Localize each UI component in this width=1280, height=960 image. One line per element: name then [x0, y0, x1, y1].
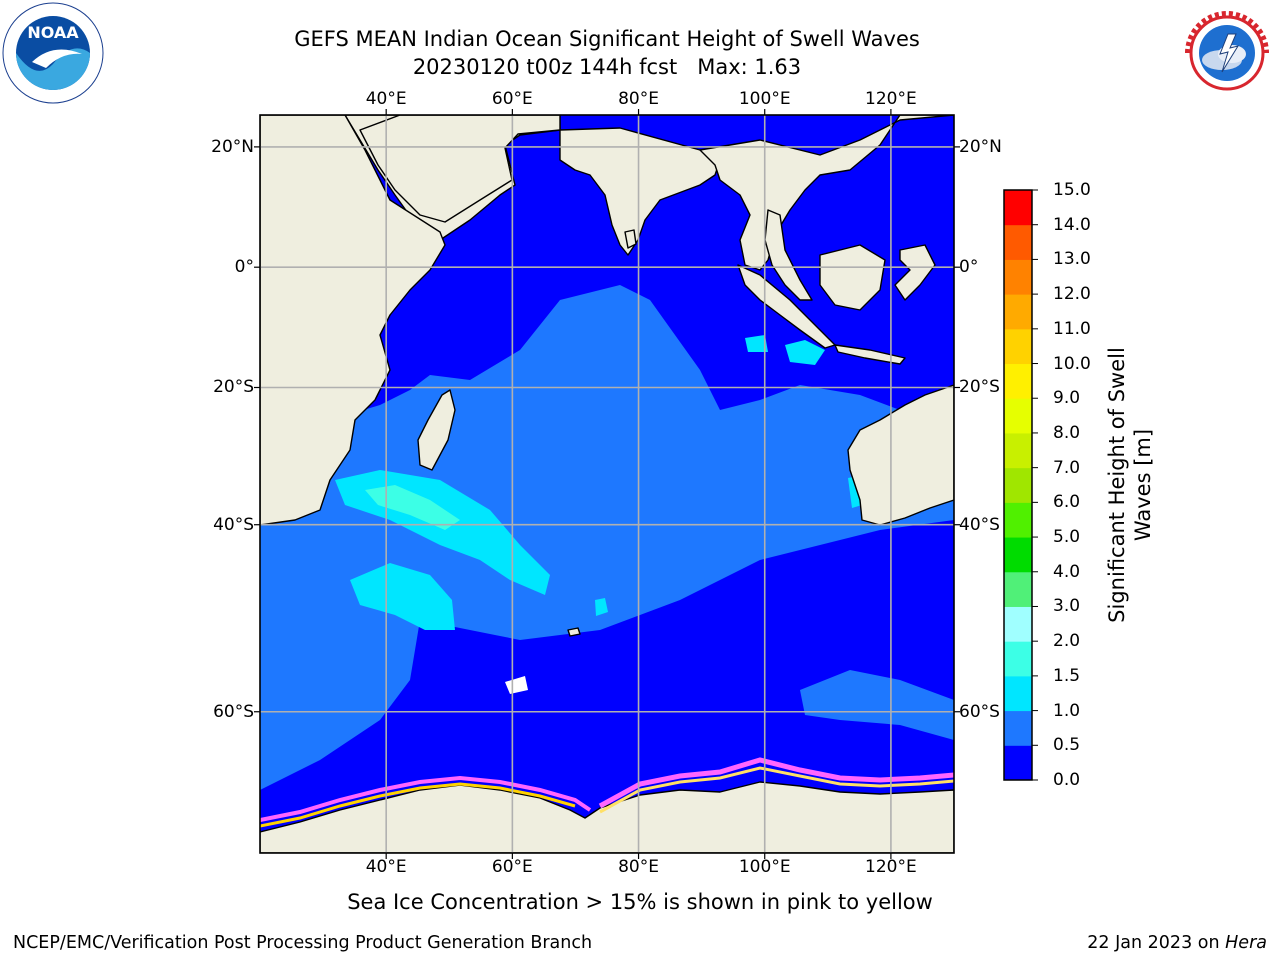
lat-label-left--40: 40°S — [213, 514, 254, 535]
colorbar-bin-13 — [1004, 294, 1032, 330]
colorbar-bin-12 — [1004, 328, 1032, 365]
land-southeast-asia — [699, 115, 954, 271]
map-frame — [259, 114, 955, 854]
lat-label-right-20: 20°N — [959, 136, 1002, 157]
lat-label-right--40: 40°S — [959, 514, 1000, 535]
colorbar-label-4: 2.0 — [1053, 631, 1081, 652]
high-swell-patch-2 — [350, 563, 455, 630]
lon-label-top-120: 120°E — [865, 89, 917, 109]
colorbar-bin-7 — [1004, 502, 1032, 538]
chart-title: GEFS MEAN Indian Ocean Significant Heigh… — [294, 27, 920, 51]
colorbar-label-1: 0.5 — [1053, 735, 1081, 756]
lat-label-left--60: 60°S — [213, 701, 254, 722]
lat-label-left-0: 0° — [234, 257, 254, 278]
colorbar — [1003, 189, 1038, 781]
colorbar-bin-3 — [1004, 641, 1032, 677]
map-gridlines — [260, 115, 954, 853]
sea-ice-note: Sea Ice Concentration > 15% is shown in … — [347, 890, 933, 914]
credit-date: 22 Jan 2023 on Hera — [1087, 933, 1267, 953]
colorbar-label-13: 11.0 — [1053, 318, 1091, 339]
low-swell-south — [260, 520, 954, 853]
land-sri-lanka — [624, 229, 637, 249]
colorbar-bin-11 — [1004, 363, 1032, 399]
colorbar-label-0: 0.0 — [1053, 770, 1081, 790]
colorbar-label-5: 3.0 — [1053, 596, 1081, 617]
colorbar-bin-16 — [1004, 190, 1032, 226]
credit-branch: NCEP/EMC/Verification Post Processing Pr… — [13, 933, 593, 953]
land-antarctica — [260, 781, 954, 853]
lat-label-right--20: 20°S — [959, 377, 1000, 398]
sea-ice-fringe — [260, 676, 954, 828]
chart-subtitle: 20230120 t00z 144h fcst Max: 1.63 — [412, 55, 802, 79]
colorbar-label-11: 9.0 — [1053, 388, 1081, 409]
lat-label-left--20: 20°S — [213, 377, 254, 398]
high-swell-patch-3 — [365, 485, 460, 530]
colorbar-label-8: 6.0 — [1053, 492, 1081, 513]
colorbar-bin-10 — [1004, 398, 1032, 434]
colorbar-bin-6 — [1004, 537, 1032, 573]
lat-label-right-0: 0° — [959, 257, 979, 278]
land-sulawesi-islands — [894, 244, 936, 301]
land-borneo — [819, 244, 886, 311]
colorbar-bin-9 — [1004, 432, 1032, 469]
land-kerguelen — [567, 627, 581, 637]
colorbar-frame — [1003, 189, 1033, 781]
colorbar-bin-2 — [1004, 675, 1032, 712]
land-sumatra — [737, 264, 836, 349]
lon-label-bottom-40: 40°E — [365, 857, 407, 877]
land-malay-peninsula — [764, 209, 813, 301]
colorbar-bin-0 — [1004, 745, 1032, 781]
nws-logo — [1177, 3, 1277, 103]
land-east-africa — [260, 115, 446, 526]
lon-label-bottom-120: 120°E — [865, 857, 917, 877]
land-java — [834, 344, 906, 365]
colorbar-label-7: 5.0 — [1053, 527, 1081, 548]
colorbar-bin-4 — [1004, 606, 1032, 642]
high-swell-patch-5 — [745, 335, 768, 352]
lon-label-top-100: 100°E — [738, 89, 791, 109]
colorbar-label-17: 15.0 — [1053, 180, 1091, 200]
colorbar-bin-1 — [1004, 710, 1032, 746]
colorbar-label-10: 8.0 — [1053, 422, 1081, 443]
credit-date-text: 22 Jan 2023 on — [1087, 933, 1226, 953]
land-madagascar — [417, 389, 456, 471]
noaa-logo: NOAA — [2, 2, 104, 104]
lon-label-top-40: 40°E — [365, 89, 407, 109]
noaa-logo-text: NOAA — [27, 23, 79, 42]
lat-label-right--60: 60°S — [959, 701, 1000, 722]
land-australia — [847, 384, 954, 526]
colorbar-title: Significant Height of Swell Waves [m] — [1105, 347, 1155, 623]
colorbar-label-3: 1.5 — [1053, 665, 1081, 686]
colorbar-label-15: 13.0 — [1053, 249, 1091, 270]
colorbar-bin-14 — [1004, 259, 1032, 295]
mid-swell-patch-south-east — [800, 670, 954, 740]
lon-label-top-80: 80°E — [618, 89, 659, 109]
lat-label-left-20: 20°N — [211, 136, 254, 157]
colorbar-label-14: 12.0 — [1053, 284, 1091, 305]
high-swell-patch-6 — [595, 598, 608, 616]
colorbar-label-16: 14.0 — [1053, 214, 1091, 235]
colorbar-bin-15 — [1004, 224, 1032, 260]
colorbar-label-12: 10.0 — [1053, 353, 1091, 374]
lon-label-top-60: 60°E — [491, 89, 533, 109]
colorbar-label-9: 7.0 — [1053, 457, 1081, 478]
colorbar-label-6: 4.0 — [1053, 561, 1081, 582]
lon-label-bottom-60: 60°E — [491, 857, 533, 877]
lon-label-bottom-80: 80°E — [618, 857, 659, 877]
colorbar-bin-8 — [1004, 467, 1032, 503]
high-swell-patch-4 — [785, 340, 825, 365]
colorbar-label-2: 1.0 — [1053, 700, 1081, 721]
credit-machine: Hera — [1225, 933, 1267, 953]
colorbar-bin-5 — [1004, 571, 1032, 607]
lon-label-bottom-100: 100°E — [738, 857, 791, 877]
